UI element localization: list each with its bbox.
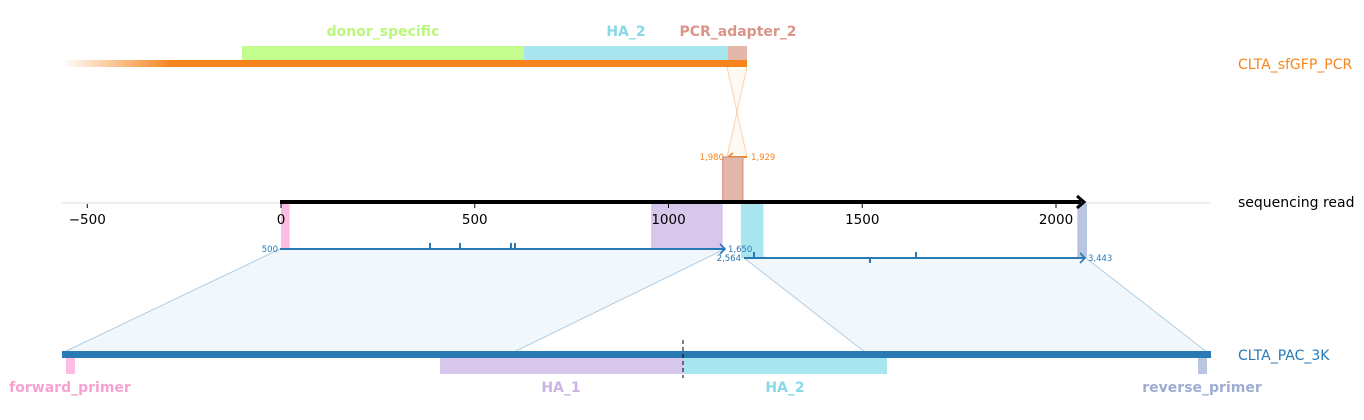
read-feature-ha2 xyxy=(740,203,764,258)
alignment-shade-right xyxy=(742,257,1210,354)
read-features xyxy=(281,156,1087,258)
top-crossing-line-a xyxy=(726,66,748,158)
top-feature-label-ha2: HA_2 xyxy=(606,24,645,40)
bottom-feature-forward-primer xyxy=(66,357,75,374)
top-feature-ha2 xyxy=(524,46,728,60)
top-crossing-shade-lower xyxy=(727,112,747,157)
top-feature-pcr-adapter xyxy=(728,46,747,60)
bottom-track-name: CLTA_PAC_3K xyxy=(1238,348,1330,364)
read-blue-segment-1-end-label: 1,650 xyxy=(728,245,752,255)
bottom-feature-ha1 xyxy=(440,357,683,374)
bottom-feature-label-reverse-primer: reverse_primer xyxy=(1142,380,1262,396)
top-feature-label-donor-specific: donor_specific xyxy=(327,24,440,40)
top-feature-label-pcr-adapter: PCR_adapter_2 xyxy=(679,24,796,40)
x-axis-tick-label: 2000 xyxy=(1039,212,1073,228)
sequencing-read-arrow-icon xyxy=(1076,194,1087,210)
read-blue-segment-1-start-label: 500 xyxy=(262,245,278,255)
read-feature-pcr-adapter xyxy=(722,156,744,203)
x-axis-tick-label: 1000 xyxy=(651,212,685,228)
top-track-fade-line xyxy=(62,60,172,67)
bottom-feature-label-forward-primer: forward_primer xyxy=(9,380,131,396)
x-axis: −500 0 500 1000 1500 2000 xyxy=(69,204,1073,228)
x-axis-tick-label: 0 xyxy=(277,212,286,228)
top-track-line xyxy=(170,60,747,67)
bottom-feature-label-ha1: HA_1 xyxy=(541,380,580,396)
bottom-track-line xyxy=(62,351,1211,358)
middle-track-name: sequencing read xyxy=(1238,195,1354,211)
read-blue-segment-2-arrow-icon xyxy=(1079,252,1087,264)
x-axis-tick-label: 500 xyxy=(462,212,488,228)
top-track-name: CLTA_sfGFP_PCR xyxy=(1238,57,1352,73)
read-feature-reverse-primer xyxy=(1077,203,1087,258)
bottom-feature-reverse-primer xyxy=(1198,357,1207,374)
bottom-feature-label-ha2: HA_2 xyxy=(765,380,804,396)
top-crossing-shade xyxy=(727,67,747,112)
read-blue-segment-1-arrow-icon xyxy=(719,243,727,255)
read-blue-segment-2-start-label: 2,564 xyxy=(717,254,741,264)
top-crossing-line-b xyxy=(726,66,748,158)
top-feature-donor-specific xyxy=(242,46,524,60)
read-blue-segment-2-end-label: 3,443 xyxy=(1088,254,1112,264)
top-breakpoint-left-label: 1,980 xyxy=(700,153,724,163)
x-axis-tick-label: 1500 xyxy=(845,212,879,228)
alignment-shade-left xyxy=(61,248,726,354)
top-breakpoint-right-label: 1,929 xyxy=(751,153,775,163)
bottom-feature-ha2 xyxy=(683,357,887,374)
read-feature-forward-primer xyxy=(281,203,290,250)
read-feature-ha1 xyxy=(651,203,723,250)
x-axis-tick-label: −500 xyxy=(69,212,106,228)
